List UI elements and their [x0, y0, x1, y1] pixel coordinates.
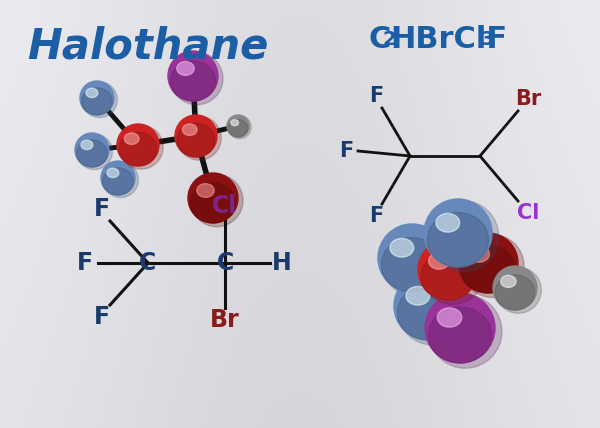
Ellipse shape — [177, 123, 215, 157]
Text: 2: 2 — [382, 30, 395, 49]
Ellipse shape — [103, 168, 133, 195]
Text: Halothane: Halothane — [28, 25, 269, 67]
Ellipse shape — [228, 119, 248, 137]
Text: Cl: Cl — [517, 203, 539, 223]
Ellipse shape — [428, 295, 502, 368]
Text: C: C — [139, 251, 157, 275]
Ellipse shape — [119, 125, 163, 169]
Circle shape — [425, 293, 495, 363]
Ellipse shape — [82, 82, 118, 118]
Text: 3: 3 — [481, 30, 494, 49]
Ellipse shape — [228, 116, 251, 139]
Ellipse shape — [397, 285, 458, 340]
Ellipse shape — [231, 120, 239, 126]
Text: F: F — [94, 197, 110, 221]
Ellipse shape — [469, 246, 490, 262]
Ellipse shape — [77, 140, 107, 167]
Ellipse shape — [437, 308, 462, 327]
Text: Cl: Cl — [212, 194, 238, 218]
Circle shape — [75, 133, 109, 167]
Circle shape — [227, 115, 249, 137]
Ellipse shape — [406, 286, 430, 305]
Ellipse shape — [103, 162, 139, 198]
Ellipse shape — [177, 62, 194, 75]
Ellipse shape — [82, 88, 112, 115]
Text: F: F — [77, 251, 93, 275]
Ellipse shape — [427, 201, 499, 272]
Ellipse shape — [397, 273, 469, 345]
Ellipse shape — [382, 226, 453, 297]
Ellipse shape — [428, 253, 449, 269]
Text: H: H — [272, 251, 292, 275]
Ellipse shape — [427, 213, 488, 267]
Ellipse shape — [119, 132, 157, 166]
Ellipse shape — [182, 124, 197, 136]
Ellipse shape — [421, 241, 484, 304]
Circle shape — [418, 240, 478, 300]
Text: F: F — [369, 206, 383, 226]
Ellipse shape — [191, 183, 235, 223]
Text: F: F — [94, 305, 110, 329]
Circle shape — [168, 51, 218, 101]
Circle shape — [175, 115, 217, 157]
Ellipse shape — [428, 307, 491, 363]
Circle shape — [101, 161, 135, 195]
Ellipse shape — [81, 140, 93, 149]
Ellipse shape — [421, 252, 475, 300]
Ellipse shape — [495, 275, 535, 310]
Ellipse shape — [177, 116, 221, 160]
Ellipse shape — [86, 88, 98, 98]
Ellipse shape — [197, 184, 214, 197]
Text: F: F — [339, 141, 353, 161]
Circle shape — [80, 81, 114, 115]
Circle shape — [378, 224, 446, 292]
Ellipse shape — [382, 238, 443, 292]
Ellipse shape — [191, 174, 243, 227]
Text: HBrClF: HBrClF — [390, 25, 507, 54]
Circle shape — [394, 272, 462, 340]
Ellipse shape — [390, 238, 414, 257]
Ellipse shape — [107, 168, 119, 178]
Circle shape — [424, 199, 492, 267]
Ellipse shape — [436, 214, 460, 232]
Circle shape — [117, 124, 159, 166]
Circle shape — [188, 173, 238, 223]
Ellipse shape — [77, 134, 112, 169]
Ellipse shape — [500, 275, 516, 288]
Text: Br: Br — [515, 89, 541, 109]
Text: C: C — [217, 251, 233, 275]
Text: Br: Br — [210, 308, 240, 332]
Ellipse shape — [461, 245, 515, 293]
Ellipse shape — [170, 61, 215, 101]
Circle shape — [493, 266, 537, 310]
Text: C: C — [368, 25, 391, 54]
Text: F: F — [369, 86, 383, 106]
Ellipse shape — [124, 133, 139, 145]
Ellipse shape — [461, 235, 524, 297]
Ellipse shape — [170, 52, 223, 105]
Circle shape — [458, 233, 518, 293]
Ellipse shape — [495, 267, 541, 313]
